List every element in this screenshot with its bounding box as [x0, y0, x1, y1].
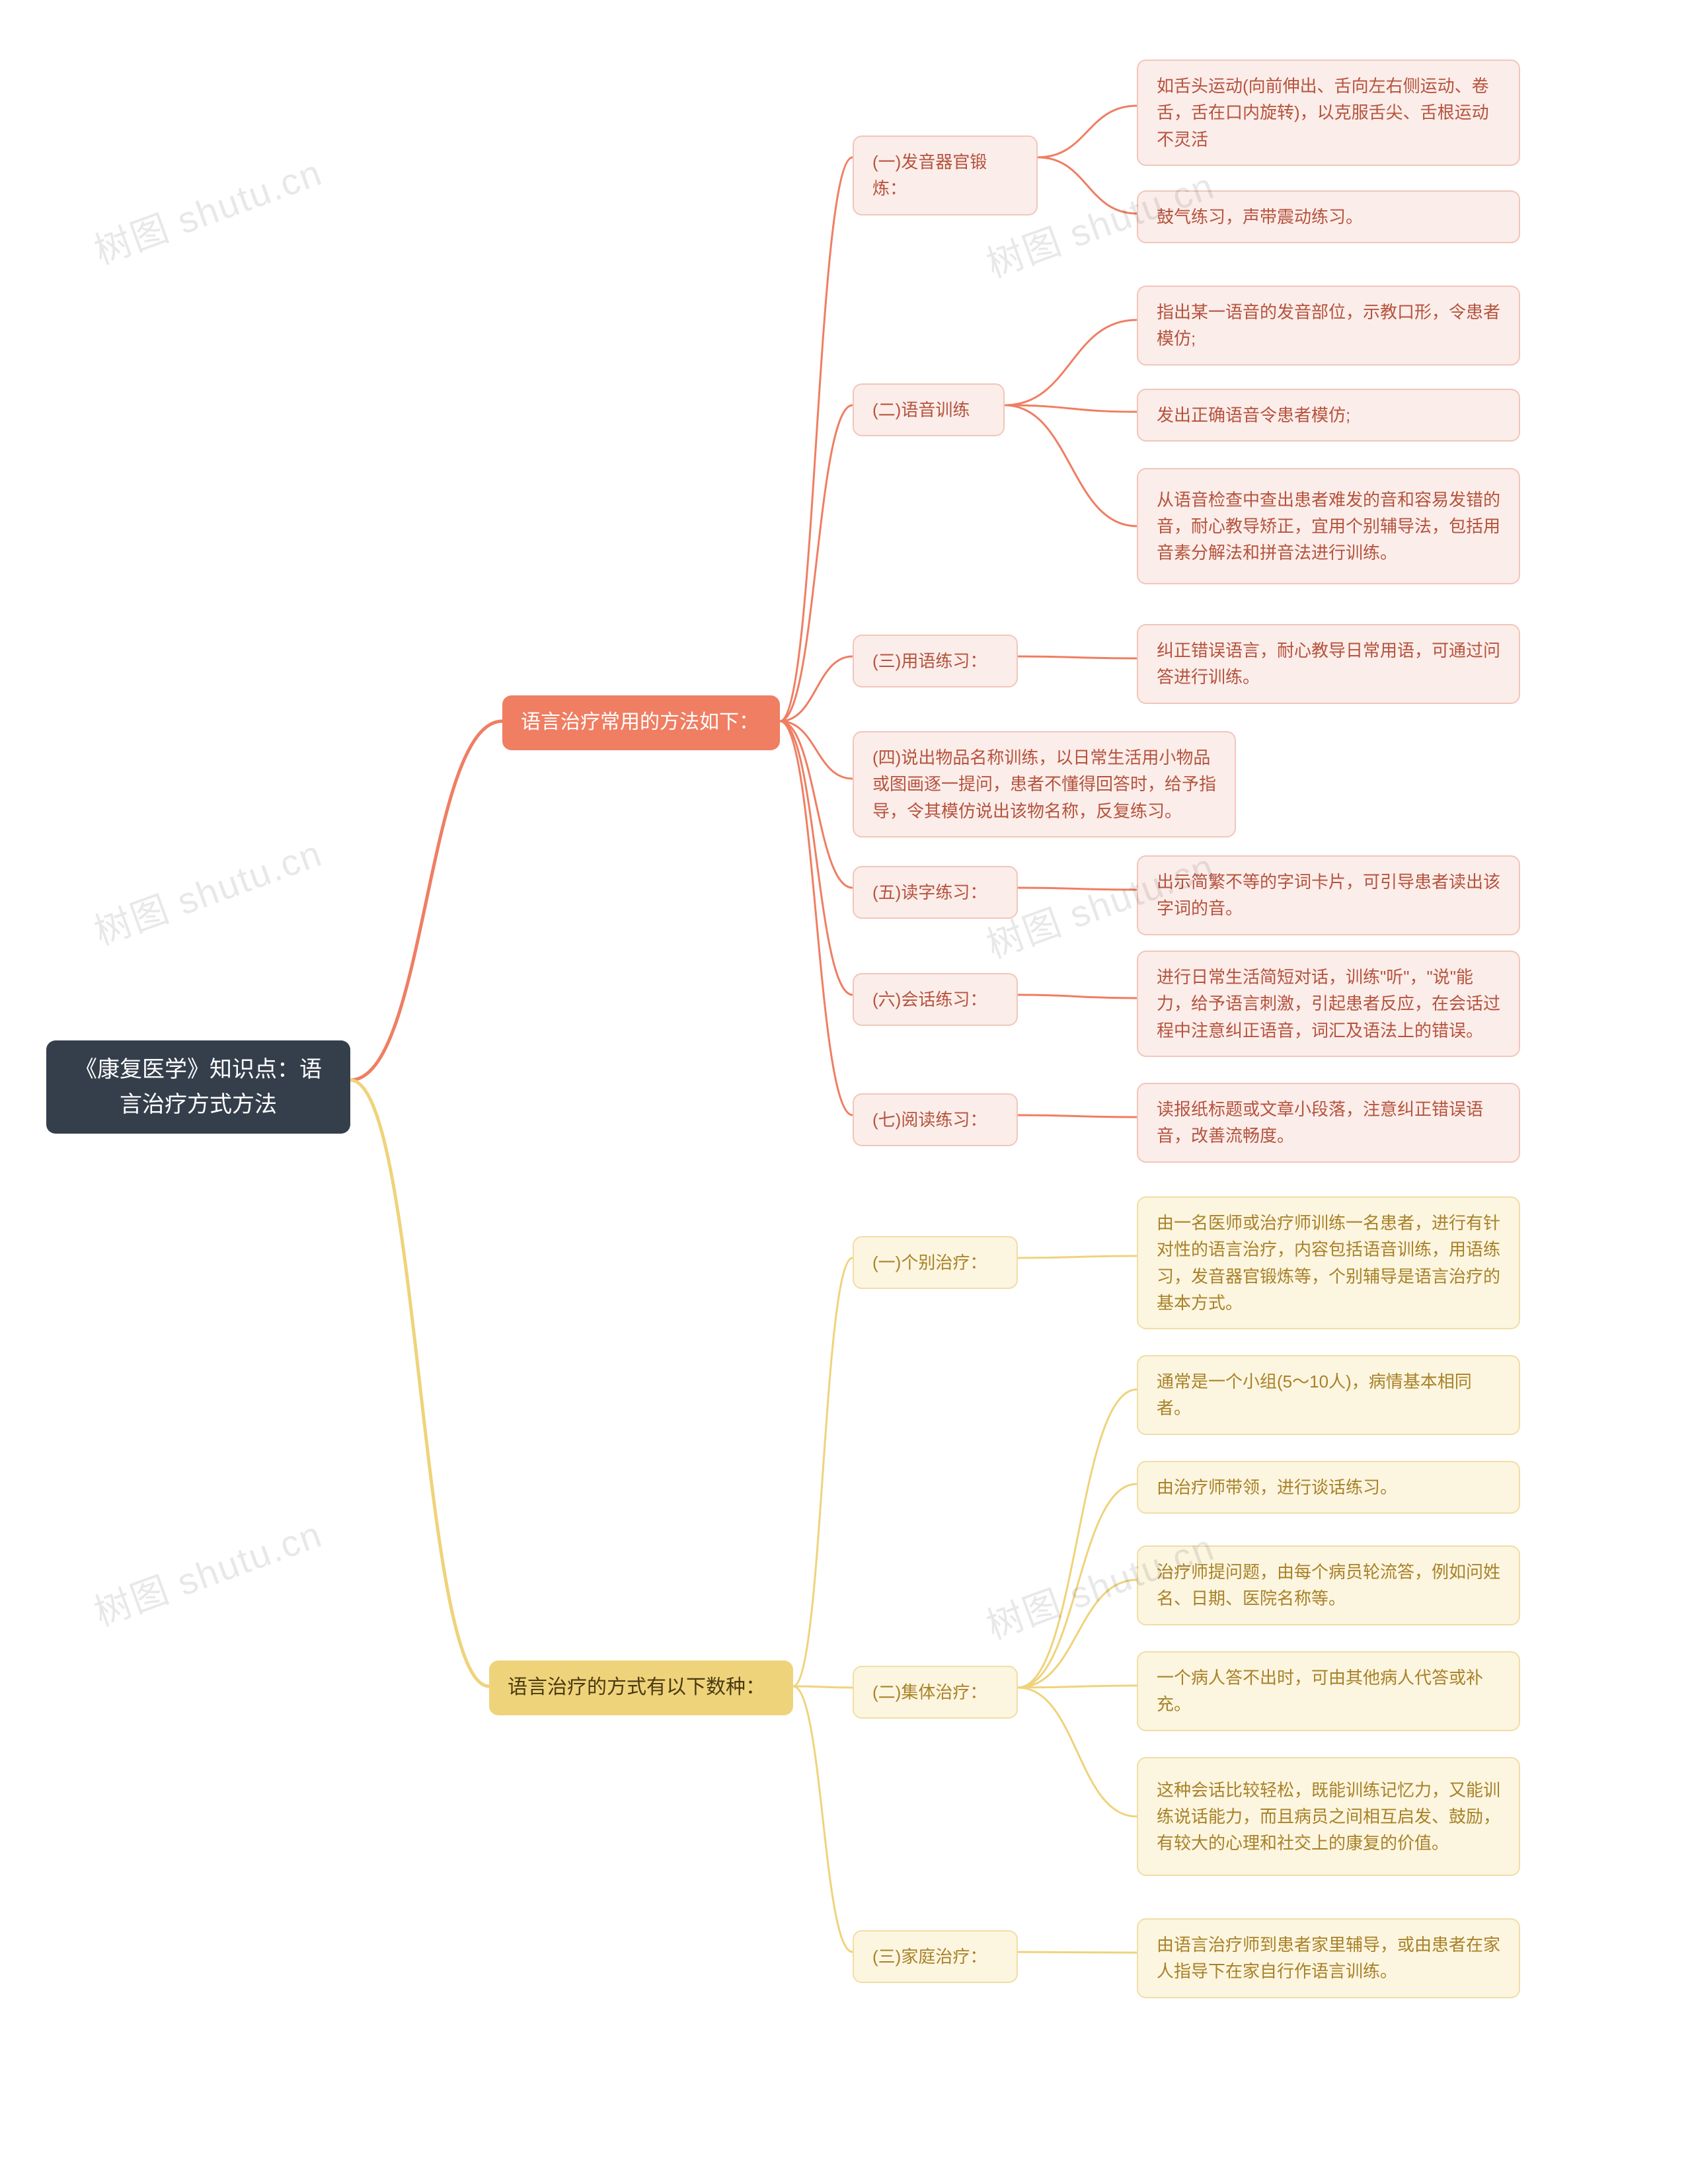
node-label: 进行日常生活简短对话，训练"听"，"说"能力，给予语言刺激，引起患者反应，在会话… [1157, 964, 1500, 1044]
node-label: (一)个别治疗： [872, 1249, 987, 1276]
node-label: 出示简繁不等的字词卡片，可引导患者读出该字词的音。 [1157, 869, 1500, 922]
node-label: (二)语音训练 [872, 397, 970, 423]
node-label: 由语言治疗师到患者家里辅导，或由患者在家人指导下在家自行作语言训练。 [1157, 1931, 1500, 1985]
mindmap-node: (二)集体治疗： [853, 1666, 1018, 1719]
node-label: (二)集体治疗： [872, 1679, 987, 1705]
node-label: 从语音检查中查出患者难发的音和容易发错的音，耐心教导矫正，宜用个别辅导法，包括用… [1157, 487, 1500, 566]
watermark: 树图 shutu.cn [86, 143, 328, 275]
mindmap-node: 鼓气练习，声带震动练习。 [1137, 190, 1520, 243]
watermark: 树图 shutu.cn [86, 1504, 328, 1637]
watermark: 树图 shutu.cn [86, 824, 328, 956]
mindmap-node: (三)家庭治疗： [853, 1930, 1018, 1983]
node-label: 如舌头运动(向前伸出、舌向左右侧运动、卷舌，舌在口内旋转)，以克服舌尖、舌根运动… [1157, 73, 1500, 153]
mindmap-node: (四)说出物品名称训练，以日常生活用小物品或图画逐一提问，患者不懂得回答时，给予… [853, 731, 1236, 838]
node-label: 发出正确语音令患者模仿; [1157, 402, 1350, 428]
node-label: 一个病人答不出时，可由其他病人代答或补充。 [1157, 1664, 1500, 1718]
node-label: (一)发音器官锻炼： [872, 149, 1018, 202]
mindmap-node: 治疗师提问题，由每个病员轮流答，例如问姓名、日期、医院名称等。 [1137, 1545, 1520, 1625]
mindmap-node: 一个病人答不出时，可由其他病人代答或补充。 [1137, 1651, 1520, 1731]
root-node: 《康复医学》知识点：语言治疗方式方法 [46, 1040, 350, 1134]
node-label: 鼓气练习，声带震动练习。 [1157, 204, 1363, 230]
mindmap-node: 通常是一个小组(5～10人)，病情基本相同者。 [1137, 1355, 1520, 1435]
node-label: 由治疗师带领，进行谈话练习。 [1157, 1474, 1397, 1501]
root-label: 《康复医学》知识点：语言治疗方式方法 [65, 1052, 332, 1122]
mindmap-node: (七)阅读练习： [853, 1093, 1018, 1146]
node-label: (四)说出物品名称训练，以日常生活用小物品或图画逐一提问，患者不懂得回答时，给予… [872, 744, 1216, 824]
mindmap-node: 由治疗师带领，进行谈话练习。 [1137, 1461, 1520, 1514]
mindmap-node: 语言治疗的方式有以下数种： [489, 1660, 793, 1715]
node-label: 读报纸标题或文章小段落，注意纠正错误语音，改善流畅度。 [1157, 1096, 1500, 1150]
mindmap-node: 由语言治疗师到患者家里辅导，或由患者在家人指导下在家自行作语言训练。 [1137, 1918, 1520, 1998]
mindmap-node: 出示简繁不等的字词卡片，可引导患者读出该字词的音。 [1137, 855, 1520, 935]
mindmap-node: (六)会话练习： [853, 973, 1018, 1026]
node-label: 语言治疗的方式有以下数种： [508, 1672, 765, 1703]
mindmap-node: 如舌头运动(向前伸出、舌向左右侧运动、卷舌，舌在口内旋转)，以克服舌尖、舌根运动… [1137, 59, 1520, 166]
mindmap-node: 语言治疗常用的方法如下： [502, 695, 780, 750]
node-label: (六)会话练习： [872, 986, 987, 1013]
mindmap-node: 进行日常生活简短对话，训练"听"，"说"能力，给予语言刺激，引起患者反应，在会话… [1137, 951, 1520, 1057]
mindmap-node: 由一名医师或治疗师训练一名患者，进行有针对性的语言治疗，内容包括语音训练，用语练… [1137, 1196, 1520, 1329]
mindmap-node: (一)个别治疗： [853, 1236, 1018, 1289]
mindmap-node: 这种会话比较轻松，既能训练记忆力，又能训练说话能力，而且病员之间相互启发、鼓励，… [1137, 1757, 1520, 1876]
node-label: (三)用语练习： [872, 648, 987, 674]
node-label: 纠正错误语言，耐心教导日常用语，可通过问答进行训练。 [1157, 637, 1500, 691]
mindmap-node: (五)读字练习： [853, 866, 1018, 919]
node-label: 语言治疗常用的方法如下： [521, 707, 759, 738]
mindmap-node: (一)发音器官锻炼： [853, 136, 1038, 215]
node-label: 由一名医师或治疗师训练一名患者，进行有针对性的语言治疗，内容包括语音训练，用语练… [1157, 1210, 1500, 1316]
node-label: 指出某一语音的发音部位，示教口形，令患者模仿; [1157, 299, 1500, 352]
node-label: 这种会话比较轻松，既能训练记忆力，又能训练说话能力，而且病员之间相互启发、鼓励，… [1157, 1777, 1500, 1857]
node-label: 通常是一个小组(5～10人)，病情基本相同者。 [1157, 1368, 1500, 1422]
mindmap-node: 从语音检查中查出患者难发的音和容易发错的音，耐心教导矫正，宜用个别辅导法，包括用… [1137, 468, 1520, 584]
node-label: (七)阅读练习： [872, 1107, 987, 1133]
mindmap-canvas: 《康复医学》知识点：语言治疗方式方法 语言治疗常用的方法如下： (一)发音器官锻炼：… [0, 0, 1692, 2184]
mindmap-node: 读报纸标题或文章小段落，注意纠正错误语音，改善流畅度。 [1137, 1083, 1520, 1163]
mindmap-node: 纠正错误语言，耐心教导日常用语，可通过问答进行训练。 [1137, 624, 1520, 704]
node-label: 治疗师提问题，由每个病员轮流答，例如问姓名、日期、医院名称等。 [1157, 1559, 1500, 1612]
node-label: (三)家庭治疗： [872, 1943, 987, 1970]
node-label: (五)读字练习： [872, 879, 987, 906]
mindmap-node: 发出正确语音令患者模仿; [1137, 389, 1520, 442]
mindmap-node: 指出某一语音的发音部位，示教口形，令患者模仿; [1137, 286, 1520, 366]
mindmap-node: (二)语音训练 [853, 383, 1005, 436]
mindmap-node: (三)用语练习： [853, 635, 1018, 687]
